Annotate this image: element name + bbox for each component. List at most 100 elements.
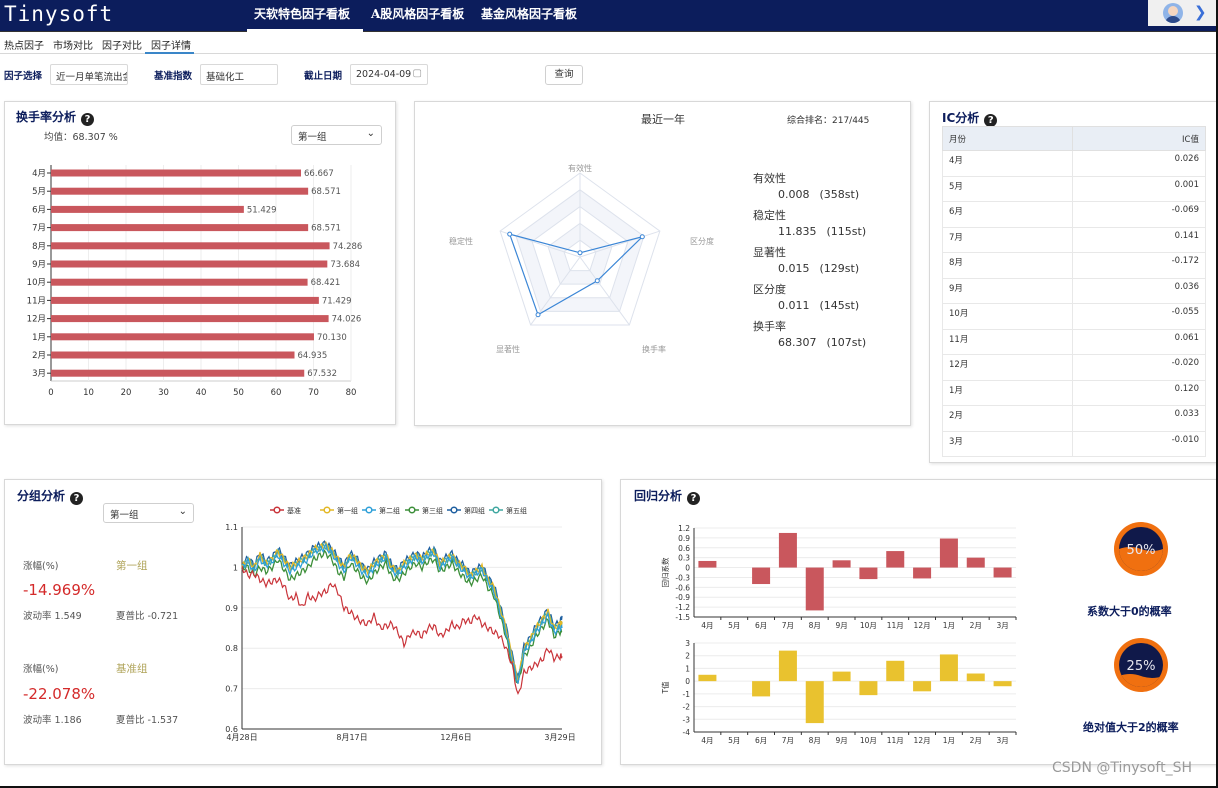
- bar: [698, 560, 717, 568]
- factor-select-label: 因子选择: [4, 71, 43, 82]
- group-select-value: 第一组: [110, 510, 139, 521]
- data-label: 68.421: [311, 278, 341, 288]
- metric-name: 稳定性: [753, 209, 786, 222]
- bar: [966, 673, 985, 682]
- tab-market-compare[interactable]: 市场对比: [53, 41, 93, 52]
- nav-a-share-style-board[interactable]: A股风格因子看板: [371, 7, 465, 21]
- y-tick-label: 0.3: [678, 554, 690, 563]
- ic-value: 0.033: [1072, 405, 1206, 432]
- legend-marker: [273, 506, 281, 514]
- bar: [993, 567, 1012, 578]
- x-tick-label: 1月: [943, 621, 955, 630]
- data-label: 73.684: [330, 260, 360, 270]
- legend-label: 第三组: [422, 506, 443, 515]
- y-tick-label: 0: [685, 564, 690, 573]
- avatar[interactable]: [1163, 3, 1183, 23]
- data-label: 74.026: [332, 315, 362, 325]
- data-label: 74.286: [333, 242, 363, 252]
- bar: [778, 532, 797, 568]
- y-tick-label: 12月: [27, 315, 46, 325]
- tab-factor-detail[interactable]: 因子详情: [151, 41, 191, 52]
- radar-series: [508, 233, 645, 316]
- y-axis-title: T值: [660, 681, 670, 695]
- x-tick-label: 10月: [860, 736, 877, 745]
- y-tick-label: 7月: [32, 224, 46, 234]
- table-row: 10月 -0.055: [942, 303, 1206, 330]
- y-tick-label: 2月: [32, 351, 46, 361]
- y-tick-label: -0.3: [675, 573, 690, 582]
- legend-label: 第二组: [379, 506, 400, 515]
- metric-value: 11.835 (115st): [778, 225, 866, 238]
- g1-change-label: 涨幅(%): [23, 561, 59, 572]
- date-input[interactable]: 2024-04-09 ▢: [350, 64, 428, 85]
- y-tick-label: 1.2: [678, 524, 690, 533]
- gauge-fill: [1119, 674, 1163, 687]
- x-tick-label: 9月: [835, 736, 847, 745]
- index-label: 基准指数: [154, 71, 193, 82]
- x-tick-label: 1月: [943, 736, 955, 745]
- help-icon[interactable]: ?: [687, 492, 701, 505]
- gauge2-label: 绝对值大于2的概率: [1083, 721, 1179, 734]
- help-icon[interactable]: ?: [70, 492, 84, 505]
- x-tick-label: 12月: [914, 621, 931, 630]
- help-icon[interactable]: ?: [81, 113, 95, 126]
- radar-axis-label: 换手率: [642, 344, 666, 354]
- x-tick-label: 11月: [887, 736, 904, 745]
- tab-active-underline: [145, 52, 194, 54]
- metric-value-number: 0.011: [778, 299, 810, 312]
- x-tick-label: 8月17日: [336, 733, 367, 742]
- tab-hot-factors[interactable]: 热点因子: [4, 41, 44, 52]
- legend-label: 第四组: [464, 506, 485, 515]
- factor-select-input[interactable]: 近一月单笔流出金: [50, 64, 128, 85]
- y-tick-label: 6月: [32, 205, 46, 215]
- group-title-text: 分组分析: [17, 489, 66, 503]
- date-label: 截止日期: [304, 71, 343, 82]
- bar: [51, 351, 295, 359]
- tab-factor-compare[interactable]: 因子对比: [102, 41, 142, 52]
- turnover-group-select[interactable]: 第一组 ⌄: [291, 125, 382, 145]
- nav-fund-style-board[interactable]: 基金风格因子看板: [481, 7, 578, 21]
- bar: [805, 681, 824, 724]
- g2-change-label: 涨幅(%): [23, 664, 59, 675]
- help-icon[interactable]: ?: [984, 114, 998, 127]
- group-select[interactable]: 第一组 ⌄: [103, 503, 194, 523]
- bar: [939, 538, 958, 568]
- metric-value: 0.011 (145st): [778, 299, 859, 312]
- bar: [913, 681, 932, 692]
- nav-tinysoft-factor-board[interactable]: 天软特色因子看板: [254, 7, 351, 21]
- x-tick-label: 10: [83, 388, 94, 398]
- metric-value-number: 0.008: [778, 188, 810, 201]
- y-tick-label: 0.7: [225, 685, 238, 694]
- regression-title: 回归分析?: [634, 487, 701, 505]
- y-tick-label: 1: [233, 563, 238, 572]
- x-tick-label: 3月: [996, 621, 1008, 630]
- chevron-right-icon[interactable]: ❯: [1194, 3, 1207, 21]
- bar: [51, 169, 302, 177]
- y-tick-label: 0.9: [225, 604, 238, 613]
- radar-title: 最近一年: [641, 113, 685, 126]
- x-tick-label: 0: [48, 388, 53, 398]
- metric-rank: (107st): [826, 336, 867, 349]
- regression-title-text: 回归分析: [634, 489, 683, 503]
- ic-title: IC分析?: [942, 109, 998, 127]
- y-tick-label: 10月: [27, 278, 46, 288]
- table-row: 3月 -0.010: [942, 430, 1206, 457]
- query-button[interactable]: 查询: [545, 65, 583, 85]
- y-tick-label: 0.6: [225, 725, 238, 734]
- g2-volatility: 波动率 1.186: [23, 715, 82, 726]
- bar: [832, 671, 851, 682]
- chevron-down-icon: ⌄: [178, 506, 187, 517]
- bar: [966, 557, 985, 568]
- x-tick-label: 6月: [755, 736, 767, 745]
- ic-title-text: IC分析: [942, 111, 980, 125]
- turnover-title-text: 换手率分析: [16, 110, 77, 124]
- metric-name: 换手率: [753, 320, 786, 333]
- calendar-icon[interactable]: ▢: [412, 68, 422, 79]
- index-input[interactable]: 基础化工: [200, 64, 278, 85]
- g2-change-value: -22.078%: [23, 685, 96, 703]
- g1-sharpe: 夏普比 -0.721: [116, 611, 179, 622]
- user-menu[interactable]: [1148, 0, 1218, 26]
- bar: [51, 205, 244, 213]
